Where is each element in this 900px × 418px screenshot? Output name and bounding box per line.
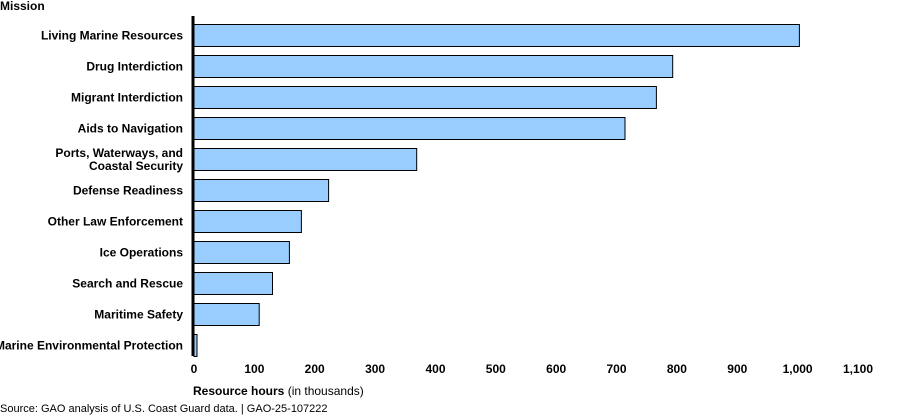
category-label-10: Marine Environmental Protection (0, 339, 183, 353)
bar-8 (193, 272, 273, 295)
bar-0 (193, 24, 800, 47)
x-tick-label-11: 1,100 (843, 362, 873, 376)
x-tick-label-6: 600 (546, 362, 566, 376)
category-label-5: Defense Readiness (73, 184, 183, 198)
x-tick-label-10: 1,000 (783, 362, 813, 376)
category-label-3: Aids to Navigation (78, 122, 183, 136)
bar-4 (193, 148, 418, 171)
x-tick-label-9: 900 (727, 362, 747, 376)
x-tick-label-0: 0 (191, 362, 198, 376)
source-note: Source: GAO analysis of U.S. Coast Guard… (0, 403, 328, 415)
bar-6 (193, 210, 302, 233)
category-label-0: Living Marine Resources (41, 29, 183, 43)
category-label-7: Ice Operations (100, 246, 184, 260)
category-label-6: Other Law Enforcement (48, 215, 183, 229)
x-axis-title: Resource hours (in thousands) (193, 384, 364, 398)
bar-9 (193, 303, 260, 326)
bars-group (193, 24, 800, 357)
x-tick-label-3: 300 (365, 362, 385, 376)
x-tick-label-1: 100 (244, 362, 264, 376)
category-label-1: Drug Interdiction (86, 60, 183, 74)
x-tick-label-5: 500 (486, 362, 506, 376)
category-label-8: Search and Rescue (72, 277, 183, 291)
x-tick-label-8: 800 (667, 362, 687, 376)
bar-5 (193, 179, 330, 202)
x-tick-labels: 0 100 200 300 400 500 600 700 800 900 1,000 1,100 (191, 362, 874, 376)
category-labels: Living Marine Resources Drug Interdiction… (0, 29, 183, 353)
category-label-2: Migrant Interdiction (71, 91, 183, 105)
x-axis-title-text: Resource hours (193, 384, 285, 398)
category-label-9: Maritime Safety (94, 308, 183, 322)
category-label-4: Ports, Waterways, and Coastal Security (55, 146, 183, 173)
bar-1 (193, 55, 674, 78)
bar-3 (193, 117, 626, 140)
bar-2 (193, 86, 657, 109)
x-axis-unit: (in thousands) (287, 384, 364, 398)
x-tick-label-7: 700 (606, 362, 626, 376)
x-tick-label-2: 200 (305, 362, 325, 376)
bar-7 (193, 241, 290, 264)
category-axis-title: Mission (0, 0, 45, 13)
x-tick-label-4: 400 (425, 362, 445, 376)
